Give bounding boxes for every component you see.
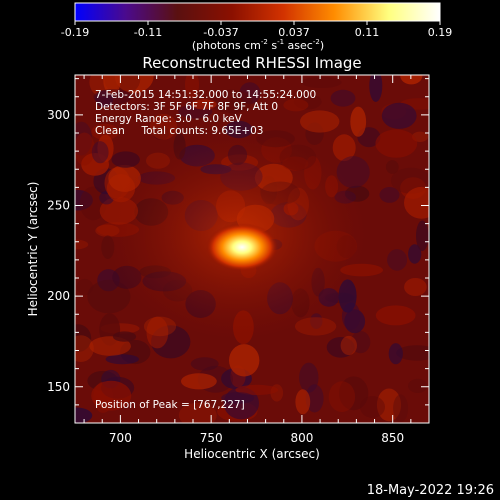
texture-patch (87, 279, 131, 314)
colorbar: -0.19 -0.11 -0.037 0.037 0.11 0.19 (photons c… (61, 2, 452, 52)
texture-patch (283, 98, 309, 112)
texture-patch (360, 396, 385, 418)
texture-patch (112, 331, 137, 342)
peak-source (206, 223, 279, 272)
texture-patch (387, 249, 408, 271)
texture-patch (369, 75, 383, 102)
texture-patch (191, 99, 217, 110)
x-tick-label: 800 (290, 431, 313, 445)
texture-patch (190, 357, 219, 371)
x-axis-tick-labels: 700 750 800 850 (109, 431, 404, 445)
x-axis-label: Heliocentric X (arcsec) (184, 447, 320, 461)
texture-patch (375, 129, 418, 158)
texture-patch (416, 220, 429, 252)
colorbar-tick-label: 0.11 (355, 26, 380, 39)
colorbar-tick-label: -0.11 (134, 26, 162, 39)
annotation-clean-counts: Clean Total counts: 9.65E+03 (95, 125, 264, 137)
y-tick-label: 250 (47, 199, 70, 213)
texture-patch (185, 75, 199, 99)
texture-patch (350, 106, 367, 137)
annotations: 7-Feb-2015 14:51:32.000 to 14:55:24.000 … (95, 89, 316, 411)
texture-patch (75, 121, 93, 156)
texture-patch (75, 407, 93, 423)
texture-patch (152, 125, 170, 140)
texture-patch (103, 75, 121, 95)
texture-patch (404, 278, 427, 296)
plot-image (75, 75, 429, 423)
texture-patch (379, 187, 400, 203)
texture-patch (396, 345, 429, 361)
colorbar-units-label: (photons cm-2 s-1 asec-2) (192, 38, 324, 52)
y-tick-label: 150 (47, 380, 70, 394)
y-axis-label: Heliocentric Y (arcsec) (26, 182, 40, 317)
annotation-energy-range: Energy Range: 3.0 - 6.0 keV (95, 113, 243, 125)
texture-patch (91, 123, 119, 140)
texture-patch (332, 134, 356, 162)
colorbar-gradient (74, 2, 441, 22)
texture-patch (295, 389, 311, 415)
texture-patch (149, 113, 177, 140)
texture-patch (91, 141, 109, 164)
texture-patch (111, 151, 140, 168)
texture-patch (235, 384, 279, 395)
texture-patch (381, 102, 417, 129)
texture-patch (178, 402, 217, 423)
texture-patch (301, 76, 342, 88)
texture-patch (221, 392, 255, 404)
plot-frame (74, 74, 430, 424)
y-axis-tick-labels: 150 200 250 300 (47, 108, 70, 394)
texture-patch (229, 344, 260, 377)
texture-patch (400, 75, 423, 85)
texture-patch (326, 337, 355, 358)
texture-patch (75, 324, 92, 353)
texture-patch (340, 335, 357, 356)
annotation-peak-position: Position of Peak = [767,227] (95, 399, 245, 411)
colorbar-ticks (74, 21, 441, 25)
annotation-detectors: Detectors: 3F 5F 6F 7F 8F 9F, Att 0 (95, 101, 278, 113)
texture-patch (209, 89, 253, 114)
y-axis-ticks (75, 78, 429, 406)
y-tick-label: 300 (47, 108, 70, 122)
colorbar-tick-labels: -0.19 -0.11 -0.037 0.037 0.11 0.19 (61, 26, 452, 39)
x-axis-ticks (83, 75, 412, 423)
chart-title: Reconstructed RHESSI Image (142, 54, 361, 72)
texture-patch (385, 160, 399, 174)
texture-patch (375, 305, 416, 326)
texture-patch (305, 384, 324, 413)
texture-patch (91, 380, 132, 411)
texture-patch (181, 373, 217, 390)
texture-patch (350, 331, 371, 354)
colorbar-tick-label: -0.037 (203, 26, 238, 39)
texture-patch (75, 335, 94, 362)
texture-patch (388, 343, 403, 365)
x-tick-label: 750 (200, 431, 223, 445)
texture-patch (93, 89, 132, 105)
colorbar-tick-label: 0.19 (428, 26, 453, 39)
annotation-time-range: 7-Feb-2015 14:51:32.000 to 14:55:24.000 (95, 89, 316, 101)
texture-patch (105, 354, 139, 365)
texture-patch (408, 378, 428, 393)
texture-patch (114, 75, 154, 93)
texture-patch (328, 381, 356, 413)
x-tick-label: 850 (381, 431, 404, 445)
colorbar-tick-label: -0.19 (61, 26, 89, 39)
colorbar-tick-label: 0.037 (278, 26, 310, 39)
texture-patch (376, 388, 402, 422)
texture-patch (95, 90, 114, 108)
texture-patch (146, 316, 169, 349)
texture-patch (75, 132, 95, 166)
texture-patch (76, 278, 94, 296)
texture-patch (330, 89, 356, 107)
texture-patch (408, 244, 422, 264)
texture-patch (393, 394, 409, 423)
y-tick-label: 200 (47, 289, 70, 303)
texture-patch (404, 186, 429, 219)
texture-patch (339, 376, 369, 411)
footer-timestamp: 18-May-2022 19:26 (367, 483, 494, 498)
x-tick-label: 700 (109, 431, 132, 445)
texture-patch (300, 110, 340, 133)
